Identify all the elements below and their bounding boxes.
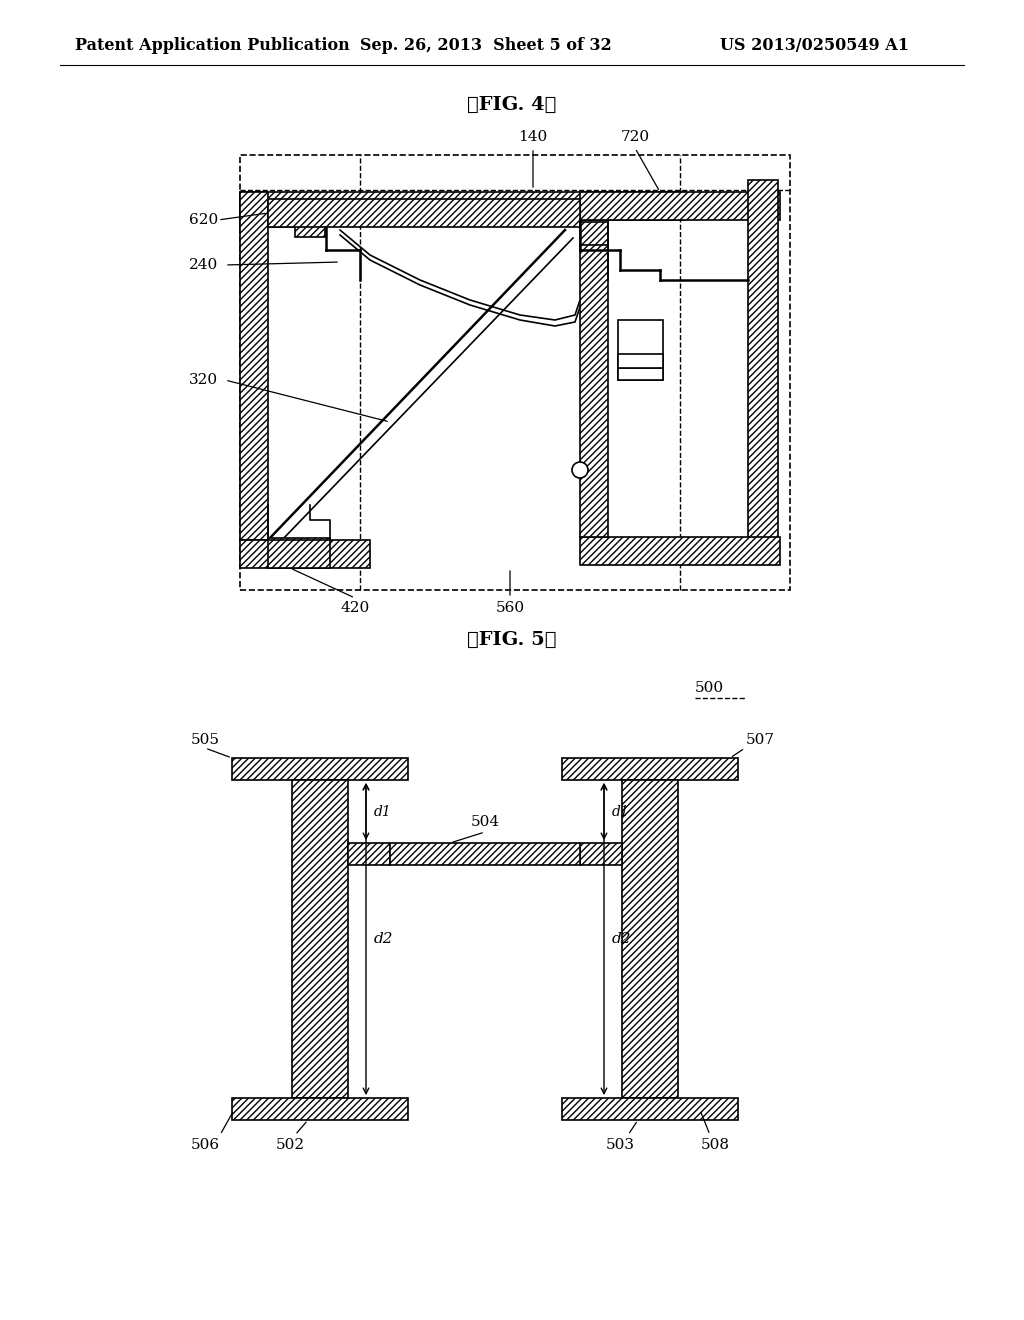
Text: 500: 500 <box>695 681 724 696</box>
Text: Sep. 26, 2013  Sheet 5 of 32: Sep. 26, 2013 Sheet 5 of 32 <box>360 37 611 54</box>
Text: 【FIG. 4】: 【FIG. 4】 <box>467 96 557 114</box>
Text: 505: 505 <box>190 733 219 747</box>
Text: 720: 720 <box>621 129 649 144</box>
Bar <box>240 191 255 213</box>
Bar <box>562 1098 738 1119</box>
Text: 506: 506 <box>190 1138 219 1152</box>
Bar <box>618 354 663 368</box>
Text: 560: 560 <box>496 601 524 615</box>
Text: d2: d2 <box>374 932 393 946</box>
Bar <box>268 199 580 227</box>
Bar <box>295 205 325 238</box>
Bar <box>240 213 295 227</box>
Bar <box>240 191 268 540</box>
Bar <box>255 191 685 220</box>
Bar <box>580 537 780 565</box>
Bar <box>292 780 348 1098</box>
Text: d1: d1 <box>612 804 630 818</box>
Text: 502: 502 <box>275 1138 304 1152</box>
Bar <box>622 780 678 1098</box>
Text: 507: 507 <box>745 733 774 747</box>
Bar <box>580 843 622 865</box>
Bar <box>748 180 778 540</box>
Text: d1: d1 <box>374 804 392 818</box>
Bar <box>268 539 330 568</box>
Text: Patent Application Publication: Patent Application Publication <box>75 37 350 54</box>
Bar <box>562 758 738 780</box>
Text: 503: 503 <box>605 1138 635 1152</box>
Text: d2: d2 <box>612 932 632 946</box>
Bar <box>390 843 580 865</box>
Bar <box>232 758 408 780</box>
Bar <box>348 843 390 865</box>
Text: 320: 320 <box>188 374 218 387</box>
Bar <box>232 1098 408 1119</box>
Text: 【FIG. 5】: 【FIG. 5】 <box>467 631 557 649</box>
Bar <box>240 540 370 568</box>
Bar <box>240 154 790 590</box>
Bar <box>618 368 663 380</box>
Text: US 2013/0250549 A1: US 2013/0250549 A1 <box>720 37 909 54</box>
Text: 140: 140 <box>518 129 548 144</box>
Circle shape <box>572 462 588 478</box>
Text: 620: 620 <box>188 213 218 227</box>
Bar <box>580 191 780 220</box>
Bar <box>618 319 663 380</box>
Text: 508: 508 <box>700 1138 729 1152</box>
Text: 504: 504 <box>470 814 500 829</box>
Text: 420: 420 <box>340 601 370 615</box>
Text: 240: 240 <box>188 257 218 272</box>
Bar <box>580 222 608 537</box>
